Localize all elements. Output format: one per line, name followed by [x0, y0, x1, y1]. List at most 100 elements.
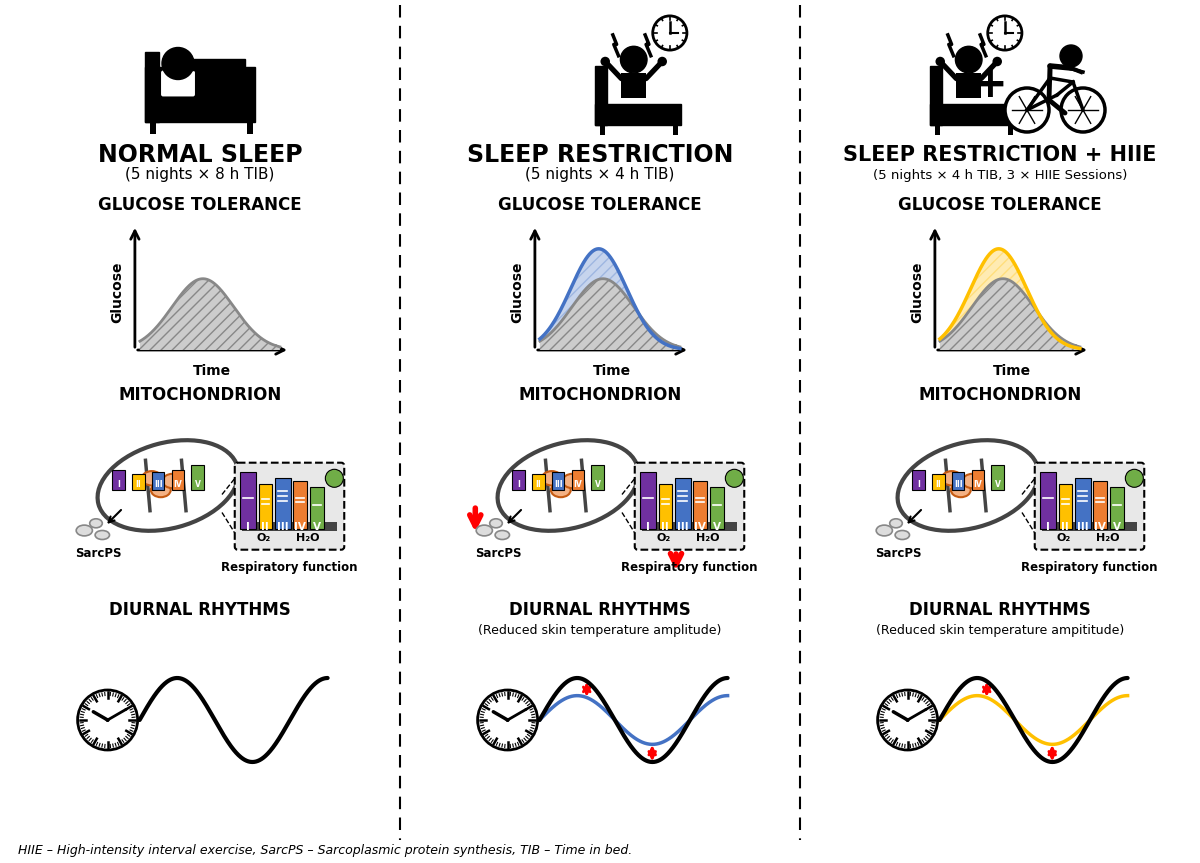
Text: II: II [262, 522, 269, 532]
Circle shape [162, 47, 194, 79]
Text: I: I [246, 522, 250, 532]
Bar [293, 481, 307, 529]
Ellipse shape [876, 525, 893, 536]
Circle shape [906, 718, 910, 722]
Bar [512, 470, 524, 490]
Bar [592, 465, 604, 490]
Text: V: V [1114, 522, 1121, 532]
Text: I: I [1046, 522, 1050, 532]
Text: I: I [118, 480, 120, 489]
Bar [935, 125, 940, 135]
Bar [991, 465, 1004, 490]
Circle shape [478, 690, 538, 750]
Text: IV: IV [1094, 522, 1105, 532]
Bar [932, 474, 944, 490]
Bar [1040, 472, 1056, 529]
Ellipse shape [889, 519, 902, 528]
Text: O₂: O₂ [257, 532, 271, 543]
Ellipse shape [895, 531, 910, 539]
Text: V: V [313, 522, 322, 532]
Text: H₂O: H₂O [1097, 532, 1120, 543]
Text: Time: Time [593, 364, 631, 378]
Bar [242, 521, 337, 531]
Text: +: + [973, 64, 1007, 106]
Circle shape [992, 57, 1002, 66]
Ellipse shape [77, 525, 92, 536]
Text: V: V [595, 480, 601, 489]
Circle shape [78, 690, 138, 750]
Text: Respiratory function: Respiratory function [1021, 561, 1158, 574]
Text: (5 nights × 4 h TIB): (5 nights × 4 h TIB) [526, 167, 674, 182]
Text: III: III [1076, 522, 1088, 532]
Bar [640, 472, 656, 529]
Text: Glucose: Glucose [110, 261, 124, 324]
Bar [132, 474, 145, 490]
Text: SarcPS: SarcPS [876, 546, 922, 560]
Text: DIURNAL RHYTHMS: DIURNAL RHYTHMS [109, 601, 290, 619]
Bar [659, 483, 672, 529]
Text: III: III [954, 480, 962, 489]
Text: II: II [936, 480, 941, 489]
Bar [912, 470, 925, 490]
Circle shape [106, 718, 109, 722]
Text: DIURNAL RHYTHMS: DIURNAL RHYTHMS [910, 601, 1091, 619]
Circle shape [1060, 45, 1082, 67]
Bar [930, 104, 1015, 125]
Text: III: III [677, 522, 689, 532]
Text: (Reduced skin temperature ampititude): (Reduced skin temperature ampititude) [876, 623, 1124, 637]
Ellipse shape [142, 471, 162, 486]
Text: IV: IV [574, 480, 582, 489]
Text: IV: IV [694, 522, 706, 532]
Ellipse shape [476, 525, 492, 536]
Text: V: V [194, 480, 200, 489]
Text: HIIE – High-intensity interval exercise, SarcPS – Sarcoplasmic protein synthesis: HIIE – High-intensity interval exercise,… [18, 843, 632, 856]
Bar [1060, 483, 1072, 529]
FancyBboxPatch shape [1034, 463, 1145, 550]
Text: (5 nights × 8 h TIB): (5 nights × 8 h TIB) [125, 167, 275, 182]
Text: Respiratory function: Respiratory function [221, 561, 358, 574]
Ellipse shape [490, 519, 503, 528]
Bar [571, 470, 584, 490]
Bar [192, 465, 204, 490]
Ellipse shape [90, 519, 102, 528]
Text: I: I [517, 480, 520, 489]
Text: Glucose: Glucose [910, 261, 924, 324]
Ellipse shape [942, 471, 961, 486]
Text: V: V [995, 480, 1001, 489]
Ellipse shape [950, 482, 971, 497]
Text: Glucose: Glucose [510, 261, 524, 324]
Text: H₂O: H₂O [696, 532, 720, 543]
Text: DIURNAL RHYTHMS: DIURNAL RHYTHMS [509, 601, 691, 619]
Text: II: II [1062, 522, 1069, 532]
Text: O₂: O₂ [1056, 532, 1070, 543]
Bar [930, 66, 942, 125]
Bar [952, 472, 965, 490]
Bar [172, 470, 185, 490]
Bar [240, 472, 257, 529]
Text: Time: Time [994, 364, 1032, 378]
Ellipse shape [542, 471, 562, 486]
Circle shape [1126, 469, 1144, 488]
Circle shape [955, 47, 982, 72]
Bar [1093, 481, 1108, 529]
Bar [151, 472, 164, 490]
Text: NORMAL SLEEP: NORMAL SLEEP [97, 143, 302, 167]
Bar [595, 104, 680, 125]
Bar [1008, 125, 1013, 135]
Ellipse shape [95, 531, 109, 539]
Bar [642, 521, 737, 531]
Bar [310, 488, 324, 529]
Text: SarcPS: SarcPS [76, 546, 122, 560]
Bar [145, 67, 256, 123]
Ellipse shape [563, 474, 582, 488]
Text: SarcPS: SarcPS [475, 546, 522, 560]
Text: (5 nights × 4 h TIB, 3 × HIIE Sessions): (5 nights × 4 h TIB, 3 × HIIE Sessions) [872, 168, 1127, 181]
Bar [595, 66, 607, 125]
Ellipse shape [551, 482, 571, 497]
Text: Respiratory function: Respiratory function [622, 561, 757, 574]
Text: Time: Time [193, 364, 232, 378]
Bar [600, 125, 605, 135]
Text: II: II [136, 480, 142, 489]
Text: I: I [917, 480, 920, 489]
Bar [113, 470, 125, 490]
